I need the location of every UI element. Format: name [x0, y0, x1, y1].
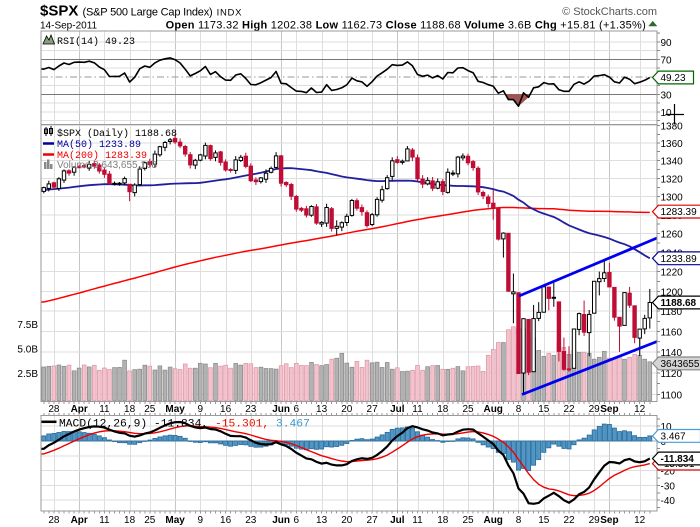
svg-text:10: 10 — [661, 108, 673, 119]
svg-text:25: 25 — [462, 404, 474, 415]
svg-text:11: 11 — [99, 515, 110, 526]
svg-text:15: 15 — [538, 404, 550, 415]
svg-text:1300: 1300 — [661, 192, 684, 203]
svg-text:RSI(14) 49.23: RSI(14) 49.23 — [57, 36, 135, 48]
svg-text:Jul: Jul — [390, 404, 405, 415]
svg-text:May: May — [165, 404, 185, 415]
svg-text:8: 8 — [516, 404, 522, 415]
svg-text:Jun: Jun — [272, 515, 290, 526]
svg-text:MA(200) 1283.39: MA(200) 1283.39 — [57, 150, 147, 162]
svg-text:1220: 1220 — [661, 268, 684, 279]
svg-text:2.5B: 2.5B — [17, 369, 38, 380]
svg-text:1160: 1160 — [661, 327, 683, 338]
svg-text:12: 12 — [634, 404, 646, 415]
svg-text:3.467: 3.467 — [661, 432, 686, 443]
svg-text:8: 8 — [516, 515, 522, 526]
svg-text:90: 90 — [661, 38, 673, 49]
svg-text:11: 11 — [412, 515, 423, 526]
svg-text:-20: -20 — [661, 467, 676, 478]
svg-text:1120: 1120 — [661, 369, 683, 380]
svg-text:49.23: 49.23 — [661, 73, 686, 84]
svg-text:12: 12 — [634, 515, 646, 526]
svg-text:5.0B: 5.0B — [17, 344, 38, 355]
svg-text:27: 27 — [367, 515, 379, 526]
svg-text:6: 6 — [294, 515, 300, 526]
svg-text:$SPX (Daily) 1188.68: $SPX (Daily) 1188.68 — [57, 128, 177, 140]
svg-text:22: 22 — [563, 515, 575, 526]
svg-text:20: 20 — [341, 404, 353, 415]
svg-text:25: 25 — [144, 404, 156, 415]
svg-text:Jul: Jul — [390, 515, 405, 526]
svg-text:$SPX (S&P 500 Large Cap Index): $SPX (S&P 500 Large Cap Index) INDX — [40, 3, 242, 20]
svg-text:30: 30 — [661, 90, 673, 101]
svg-text:28: 28 — [48, 515, 60, 526]
svg-text:6: 6 — [294, 404, 300, 415]
svg-text:1380: 1380 — [661, 122, 684, 133]
svg-text:-40: -40 — [661, 496, 676, 507]
svg-text:15: 15 — [538, 515, 550, 526]
svg-text:70: 70 — [661, 55, 673, 66]
svg-text:1260: 1260 — [661, 229, 684, 240]
svg-text:Apr: Apr — [71, 404, 88, 415]
svg-text:11: 11 — [99, 404, 110, 415]
svg-text:Apr: Apr — [71, 515, 88, 526]
svg-text:May: May — [165, 515, 185, 526]
svg-text:10: 10 — [661, 422, 673, 433]
svg-text:1340: 1340 — [661, 157, 684, 168]
svg-text:23: 23 — [245, 515, 257, 526]
svg-text:13: 13 — [316, 404, 328, 415]
svg-text:23: 23 — [245, 404, 257, 415]
svg-text:Aug: Aug — [483, 515, 502, 526]
svg-text:18: 18 — [437, 404, 449, 415]
svg-text:Aug: Aug — [483, 404, 502, 415]
svg-text:29: 29 — [589, 515, 601, 526]
svg-text:1283.39: 1283.39 — [661, 207, 698, 218]
svg-text:29: 29 — [589, 404, 601, 415]
svg-text:11: 11 — [412, 404, 423, 415]
svg-text:-11.834: -11.834 — [661, 454, 695, 465]
svg-text:1233.89: 1233.89 — [661, 254, 698, 265]
svg-text:9: 9 — [198, 515, 204, 526]
svg-text:25: 25 — [144, 515, 156, 526]
svg-text:3643655: 3643655 — [661, 359, 700, 370]
svg-text:1180: 1180 — [661, 307, 683, 318]
svg-text:25: 25 — [462, 515, 474, 526]
svg-text:1188.68: 1188.68 — [661, 298, 697, 309]
svg-text:16: 16 — [220, 404, 232, 415]
svg-text:18: 18 — [437, 515, 449, 526]
svg-text:Open 1173.32 High 1202.38 Low: Open 1173.32 High 1202.38 Low 1162.73 Cl… — [166, 20, 646, 32]
svg-text:18: 18 — [124, 404, 136, 415]
svg-text:© StockCharts.com: © StockCharts.com — [562, 6, 657, 18]
svg-text:Sep: Sep — [600, 515, 618, 526]
svg-text:MACD(12,26,9) -11.834, -15.301: MACD(12,26,9) -11.834, -15.301, 3.467 — [59, 418, 310, 430]
svg-text:27: 27 — [367, 404, 379, 415]
svg-text:16: 16 — [220, 515, 232, 526]
svg-text:28: 28 — [48, 404, 60, 415]
svg-text:14-Sep-2011: 14-Sep-2011 — [40, 21, 98, 32]
svg-text:1320: 1320 — [661, 174, 684, 185]
svg-text:13: 13 — [316, 515, 328, 526]
svg-text:1100: 1100 — [661, 390, 683, 401]
svg-text:9: 9 — [198, 404, 204, 415]
svg-text:Sep: Sep — [600, 404, 618, 415]
svg-text:Volume 3,643,655,168: Volume 3,643,655,168 — [57, 160, 158, 171]
svg-text:20: 20 — [341, 515, 353, 526]
svg-text:Jun: Jun — [272, 404, 290, 415]
svg-text:-30: -30 — [661, 481, 676, 492]
svg-text:22: 22 — [563, 404, 575, 415]
svg-text:1360: 1360 — [661, 139, 684, 150]
svg-text:1140: 1140 — [661, 348, 683, 359]
svg-text:7.5B: 7.5B — [17, 320, 38, 331]
svg-text:18: 18 — [124, 515, 136, 526]
svg-text:1200: 1200 — [661, 287, 684, 298]
svg-text:MA(50) 1233.89: MA(50) 1233.89 — [57, 139, 141, 151]
